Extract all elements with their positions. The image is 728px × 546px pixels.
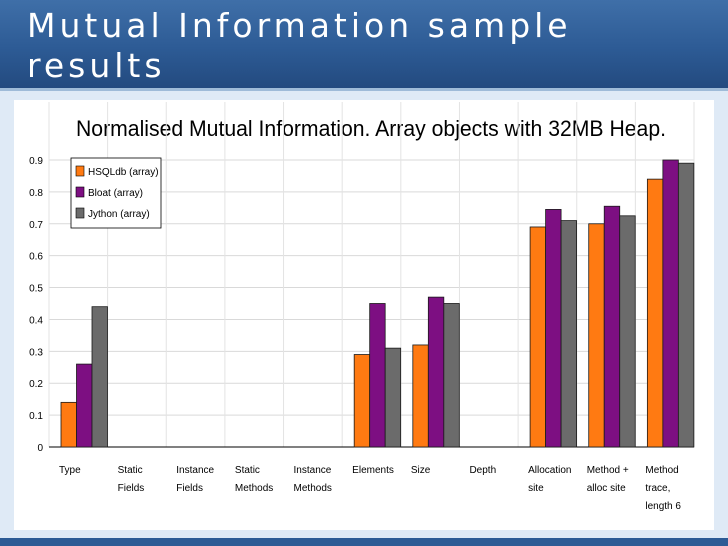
- legend-swatch: [75, 165, 85, 177]
- x-tick-label: Type: [59, 465, 81, 476]
- y-tick-label: 0.2: [29, 379, 43, 390]
- x-axis-labels: Type Static Fields Instance Fields Static Meth…: [59, 465, 681, 512]
- bar: [677, 162, 695, 448]
- y-tick-label: 0.7: [29, 220, 43, 231]
- x-tick-label: Size: [411, 465, 431, 476]
- y-tick-label: 0.3: [29, 347, 43, 358]
- bar: [76, 363, 93, 448]
- x-tick-label: Method + alloc site: [587, 465, 629, 494]
- x-tick-label: Allocation site: [528, 465, 571, 494]
- title-bar: Mutual Information sample results: [0, 0, 728, 91]
- x-tick-label: Instance Fields: [176, 465, 214, 494]
- bar: [412, 344, 429, 448]
- x-tick-label: Static Methods: [235, 465, 273, 494]
- bar: [545, 209, 562, 448]
- legend-label: Bloat (array): [88, 188, 143, 199]
- bar: [646, 178, 664, 448]
- x-tick-label: Static Fields: [118, 465, 145, 494]
- y-tick-label: 0.9: [29, 156, 43, 167]
- y-tick-label: 0.1: [29, 411, 43, 422]
- bar: [588, 223, 605, 448]
- bars: [60, 159, 695, 448]
- bar: [369, 303, 386, 448]
- legend-swatch: [75, 186, 85, 198]
- bar: [662, 159, 679, 448]
- bar: [91, 306, 108, 448]
- x-tick-label: Depth: [469, 465, 496, 476]
- y-tick-label: 0.6: [29, 252, 43, 263]
- chart-title: Normalised Mutual Information. Array obj…: [76, 116, 666, 141]
- mutual-information-chart: Normalised Mutual Information. Array obj…: [29, 102, 695, 512]
- bar: [603, 205, 621, 448]
- bar: [427, 296, 445, 448]
- x-tick-label: Instance Methods: [294, 465, 332, 494]
- x-tick-label: Elements: [352, 465, 394, 476]
- x-tick-label: Method trace, length 6: [645, 465, 681, 512]
- bar: [560, 220, 577, 448]
- slide-title: Mutual Information sample results: [27, 6, 572, 85]
- legend-box: [70, 157, 162, 229]
- bar: [529, 226, 546, 448]
- y-tick-label: 0.8: [29, 188, 43, 199]
- legend-label: Jython (array): [88, 209, 150, 220]
- legend: HSQLdb (array) Bloat (array) Jython (array…: [70, 157, 162, 229]
- legend-label: HSQLdb (array): [88, 167, 159, 178]
- chart-panel: Normalised Mutual Information. Array obj…: [14, 100, 714, 530]
- legend-swatch: [75, 207, 85, 219]
- bar: [353, 354, 371, 448]
- y-axis: 0 0.1 0.2 0.3 0.4 0.5 0.6 0.7 0.8 0.9: [29, 156, 694, 454]
- y-tick-label: 0.4: [29, 315, 43, 326]
- bar: [443, 303, 460, 448]
- y-tick-label: 0: [37, 443, 43, 454]
- bar: [60, 401, 77, 448]
- y-tick-label: 0.5: [29, 284, 43, 295]
- bar: [384, 347, 402, 448]
- footer-stripe: [0, 538, 728, 546]
- bar: [619, 215, 636, 448]
